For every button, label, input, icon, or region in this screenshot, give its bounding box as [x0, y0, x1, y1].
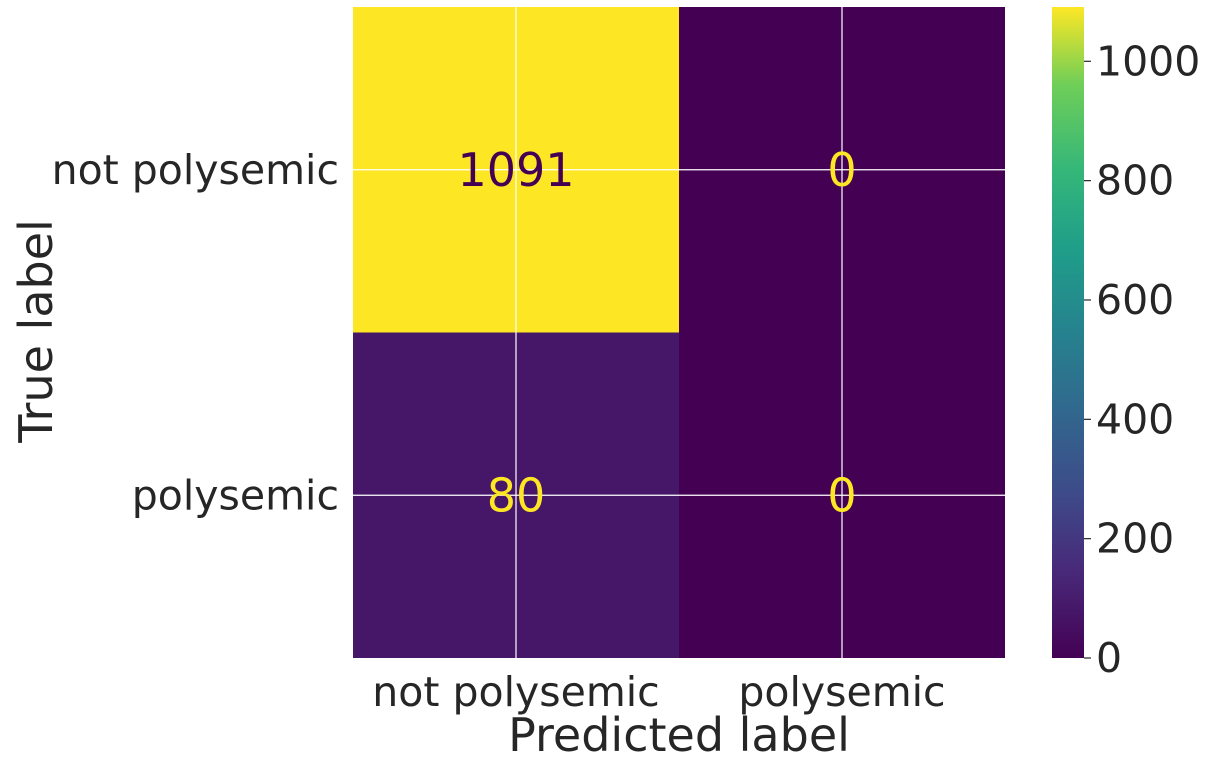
cell-value-label: 80 [487, 468, 546, 522]
x-axis-label: Predicted label [508, 708, 850, 762]
colorbar-tick-label: 800 [1096, 157, 1174, 205]
colorbar-tick-label: 400 [1096, 395, 1174, 443]
x-tick-label: not polysemic [372, 668, 659, 716]
heatmap-cells [353, 7, 1005, 658]
grid-lines [353, 7, 1005, 658]
cell-value-label: 0 [827, 143, 856, 197]
y-axis-label: True label [9, 219, 63, 444]
cell-value-label: 1091 [457, 143, 574, 197]
colorbar-ticks: 0 200 400 600 800 1000 [1084, 37, 1200, 682]
x-axis-ticks: not polysemic polysemic [372, 668, 945, 716]
colorbar-tick-label: 200 [1096, 515, 1174, 563]
colorbar-tick-label: 600 [1096, 276, 1174, 324]
colorbar-tick-label: 1000 [1096, 37, 1200, 85]
y-axis-ticks: not polysemic polysemic [52, 146, 339, 520]
x-tick-label: polysemic [738, 668, 945, 716]
y-tick-label: not polysemic [52, 146, 339, 194]
colorbar-tick-label: 0 [1096, 634, 1122, 682]
colorbar-gradient [1052, 7, 1084, 658]
colorbar: 0 200 400 600 800 1000 [1052, 7, 1200, 682]
cell-value-label: 0 [827, 468, 856, 522]
y-tick-label: polysemic [132, 471, 339, 519]
cell-value-labels: 1091 0 80 0 [457, 143, 856, 523]
